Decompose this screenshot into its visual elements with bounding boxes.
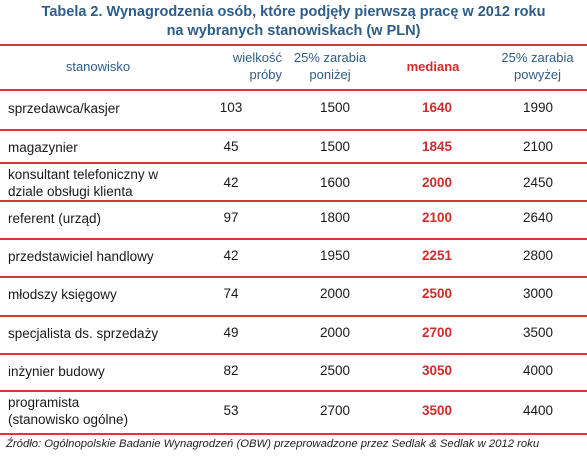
p75-cell: 2450 [522,175,554,190]
p25-cell: 1800 [319,210,351,225]
position-name-line-1: młodszy księgowy [8,287,117,302]
p25-cell: 1950 [319,248,351,263]
position-name: referent (urząd) [8,210,208,227]
p75-cell: 3500 [522,325,554,340]
position-name: młodszy księgowy [8,286,208,303]
sample-size-cell: 45 [223,139,239,154]
row-separator [0,276,587,278]
position-name: przedstawiciel handlowy [8,248,208,265]
table-header: stanowisko wielkość próby 25% zarabia po… [0,47,587,89]
header-p25-l1: 25% zarabia [293,50,367,65]
position-name-line-1: referent (urząd) [8,211,102,226]
header-p25: 25% zarabia poniżej [285,49,375,83]
p75-cell: 2800 [522,248,554,263]
p75-cell: 1990 [522,100,554,115]
sample-size-cell: 74 [223,286,239,301]
table-row: programista (stanowisko ogólne) 53 2700 3500… [0,392,587,430]
p25-cell: 2000 [319,325,351,340]
header-sample-size-l2: próby [249,67,282,82]
position-name-line-2: dziale obsługi klienta [8,184,133,199]
title-line-1: Tabela 2. Wynagrodzenia osób, które podj… [41,4,546,20]
sample-size-cell: 103 [219,100,243,115]
position-name-line-1: specjalista ds. sprzedaży [8,326,159,341]
table-row: sprzedawca/kasjer 103 1500 1640 1990 [0,92,587,130]
row-separator [0,390,587,392]
position-name-line-1: magazynier [8,140,78,155]
p75-cell: 2640 [522,210,554,225]
p25-cell: 1600 [319,175,351,190]
median-cell: 3050 [421,363,453,378]
header-p75: 25% zarabia powyżej [490,49,585,83]
p25-cell: 2500 [319,363,351,378]
median-cell: 2100 [421,210,453,225]
sample-size-cell: 42 [223,175,239,190]
row-separator [0,433,587,435]
p25-cell: 1500 [319,100,351,115]
position-name: programista (stanowisko ogólne) [8,394,208,428]
position-name: sprzedawca/kasjer [8,100,208,117]
table-row: przedstawiciel handlowy 42 1950 2251 2800 [0,240,587,278]
table-row: inżynier budowy 82 2500 3050 4000 [0,355,587,393]
position-name-line-1: przedstawiciel handlowy [8,249,154,264]
source-note: Źródło: Ogólnopolskie Badanie Wynagrodze… [6,438,540,450]
p25-cell: 1500 [319,139,351,154]
header-sample-size: wielkość próby [192,49,282,83]
position-name-line-1: sprzedawca/kasjer [8,101,120,116]
sample-size-cell: 42 [223,248,239,263]
p25-cell: 2000 [319,286,351,301]
header-median: mediana [406,59,460,74]
table-row: konsultant telefoniczny w dziale obsługi … [0,164,587,202]
median-cell: 1845 [421,139,453,154]
median-cell: 2251 [421,248,453,263]
title-line-2: na wybranych stanowiskach (w PLN) [166,23,421,39]
header-p25-l2: poniżej [309,67,351,82]
position-name-line-1: programista [8,395,80,410]
header-bottom-rule [0,89,587,91]
p75-cell: 2100 [522,139,554,154]
row-separator [0,129,587,131]
sample-size-cell: 97 [223,210,239,225]
sample-size-cell: 49 [223,325,239,340]
p75-cell: 3000 [522,286,554,301]
median-cell: 2700 [421,325,453,340]
header-position: stanowisko [65,59,131,74]
header-top-rule [0,44,587,46]
position-name: magazynier [8,139,208,156]
table-row: młodszy księgowy 74 2000 2500 3000 [0,278,587,316]
table-row: specjalista ds. sprzedaży 49 2000 2700 3500 [0,317,587,355]
p75-cell: 4400 [522,403,554,418]
header-p75-l2: powyżej [514,67,561,82]
header-sample-size-l1: wielkość [232,50,282,65]
position-name-line-1: inżynier budowy [8,364,105,379]
position-name-line-1: konsultant telefoniczny w [8,167,159,182]
position-name: konsultant telefoniczny w dziale obsługi … [8,166,208,200]
position-name: inżynier budowy [8,363,208,380]
table-row: magazynier 45 1500 1845 2100 [0,131,587,169]
p75-cell: 4000 [522,363,554,378]
position-name-line-2: (stanowisko ogólne) [8,412,129,427]
row-separator [0,315,587,317]
row-separator [0,238,587,240]
header-p75-l1: 25% zarabia [501,50,574,65]
median-cell: 2500 [421,286,453,301]
median-cell: 1640 [421,100,453,115]
table-row: referent (urząd) 97 1800 2100 2640 [0,202,587,240]
median-cell: 2000 [421,175,453,190]
median-cell: 3500 [421,403,453,418]
row-separator [0,200,587,202]
position-name: specjalista ds. sprzedaży [8,325,208,342]
table-title: Tabela 2. Wynagrodzenia osób, które podj… [0,3,587,41]
p25-cell: 2700 [319,403,351,418]
row-separator [0,162,587,164]
sample-size-cell: 82 [223,363,239,378]
row-separator [0,353,587,355]
sample-size-cell: 53 [223,403,239,418]
